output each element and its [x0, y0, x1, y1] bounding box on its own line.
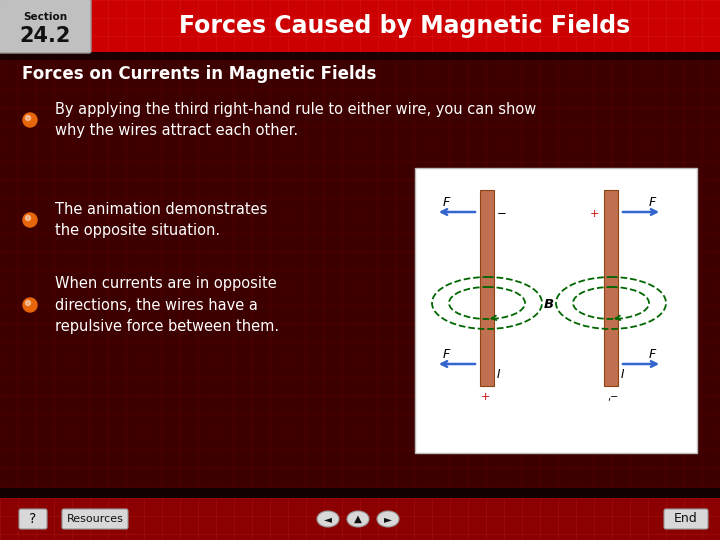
- Text: I: I: [497, 368, 500, 381]
- Bar: [0, 52, 720, 60]
- Text: By applying the third right-hand rule to either wire, you can show
why the wires: By applying the third right-hand rule to…: [55, 102, 536, 138]
- Text: Forces on Currents in Magnetic Fields: Forces on Currents in Magnetic Fields: [22, 65, 377, 83]
- Text: −: −: [497, 207, 507, 220]
- Circle shape: [23, 298, 37, 312]
- Ellipse shape: [317, 511, 339, 527]
- FancyBboxPatch shape: [62, 509, 128, 529]
- Ellipse shape: [347, 511, 369, 527]
- Text: ▲: ▲: [354, 514, 362, 524]
- Text: Resources: Resources: [66, 514, 123, 524]
- Text: F: F: [649, 195, 656, 208]
- Bar: [0, 498, 720, 540]
- Text: ,−: ,−: [608, 392, 618, 402]
- Text: ►: ►: [384, 514, 392, 524]
- Circle shape: [25, 215, 30, 220]
- FancyBboxPatch shape: [19, 509, 47, 529]
- Text: The animation demonstrates
the opposite situation.: The animation demonstrates the opposite …: [55, 202, 267, 238]
- Text: 24.2: 24.2: [19, 26, 71, 46]
- Text: +: +: [590, 209, 599, 219]
- Text: F: F: [442, 195, 449, 208]
- Text: F: F: [442, 348, 449, 361]
- Text: +: +: [480, 392, 490, 402]
- Circle shape: [23, 113, 37, 127]
- Text: Section: Section: [23, 12, 67, 22]
- Bar: [0, 0, 720, 52]
- FancyBboxPatch shape: [664, 509, 708, 529]
- Ellipse shape: [377, 511, 399, 527]
- Text: ◄: ◄: [324, 514, 332, 524]
- Text: B: B: [544, 299, 554, 312]
- Text: When currents are in opposite
directions, the wires have a
repulsive force betwe: When currents are in opposite directions…: [55, 276, 279, 334]
- Text: F: F: [649, 348, 656, 361]
- Circle shape: [25, 300, 30, 306]
- FancyBboxPatch shape: [0, 0, 91, 53]
- Text: I: I: [621, 368, 624, 381]
- Bar: [604, 190, 618, 386]
- Bar: [480, 190, 494, 386]
- Bar: [0, 488, 720, 498]
- Circle shape: [25, 116, 30, 120]
- Text: Forces Caused by Magnetic Fields: Forces Caused by Magnetic Fields: [179, 14, 631, 38]
- Circle shape: [23, 213, 37, 227]
- Text: End: End: [674, 512, 698, 525]
- Bar: [415, 168, 697, 453]
- Text: ?: ?: [30, 512, 37, 526]
